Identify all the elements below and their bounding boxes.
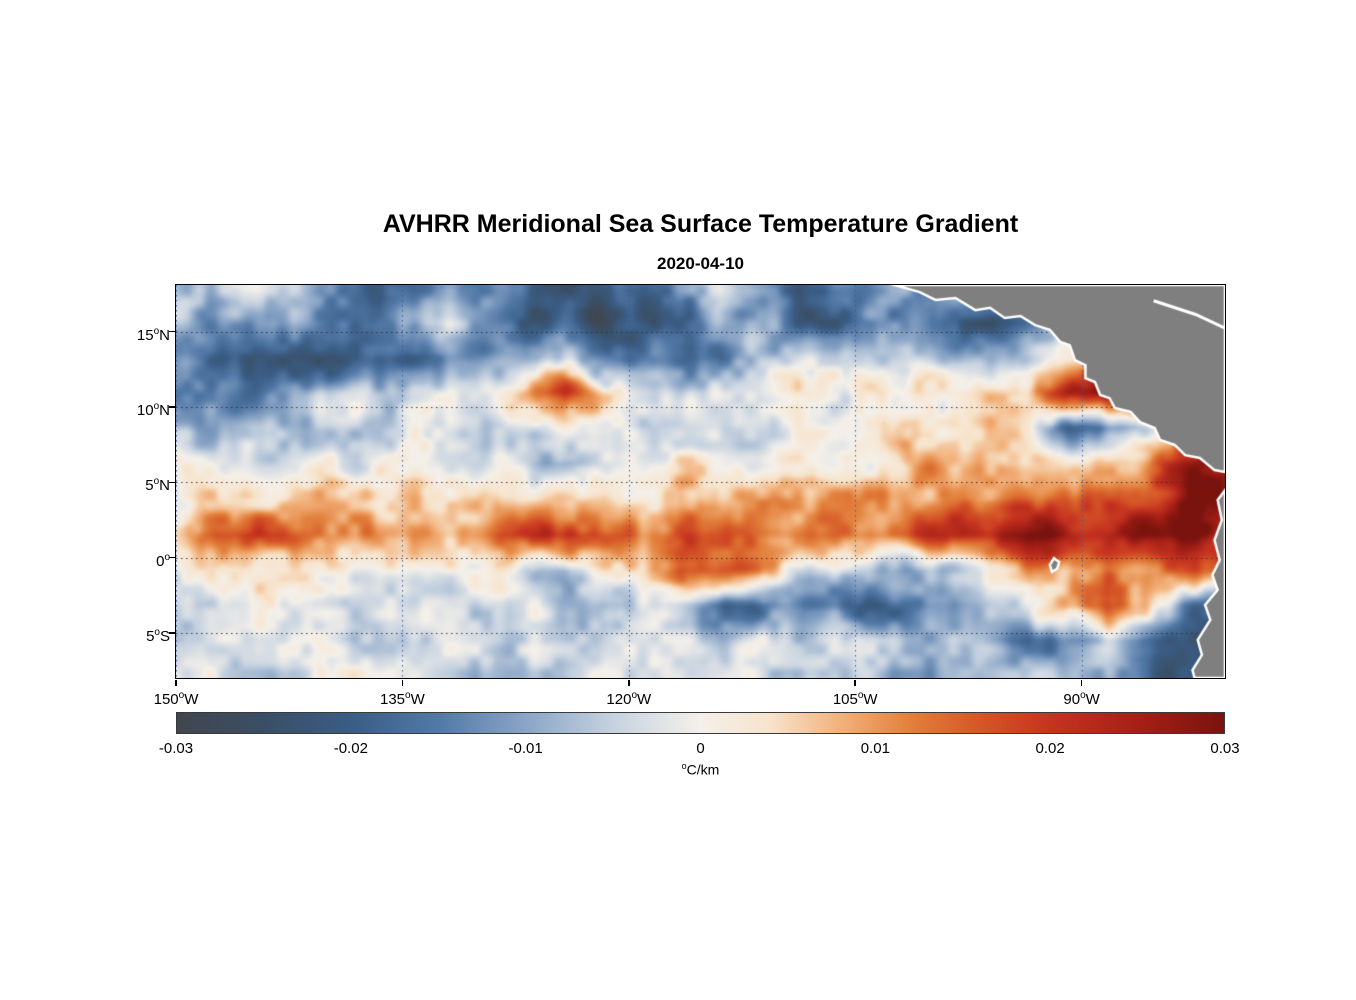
x-axis-tick-label: 105oW bbox=[805, 686, 905, 710]
y-axis-tick-label: 5oN bbox=[86, 472, 170, 496]
axis-tick-mark bbox=[1080, 679, 1083, 686]
x-axis-tick-label: 135oW bbox=[352, 686, 452, 710]
colorbar-unit-text: C/km bbox=[686, 761, 720, 778]
colorbar-tick-label: 0.02 bbox=[1035, 740, 1065, 757]
tick-number: 5 bbox=[145, 477, 154, 495]
tick-number: 5 bbox=[146, 627, 155, 645]
degree-symbol: o bbox=[857, 690, 864, 701]
y-axis-tick-label: 5oS bbox=[86, 623, 170, 647]
y-axis-tick-label: 0o bbox=[86, 548, 170, 572]
chart-title: AVHRR Meridional Sea Surface Temperature… bbox=[382, 210, 1019, 238]
tick-number: 90 bbox=[1063, 691, 1081, 708]
tick-number: 135 bbox=[380, 691, 406, 708]
colorbar-tick-label: 0.03 bbox=[1210, 740, 1240, 757]
axis-tick-mark bbox=[854, 679, 856, 686]
axis-tick-mark bbox=[168, 330, 175, 333]
axis-tick-mark bbox=[168, 632, 175, 634]
tick-number: 0 bbox=[156, 552, 165, 570]
colorbar-tick-label: -0.03 bbox=[158, 740, 194, 757]
y-axis-tick-label: 15oN bbox=[86, 322, 170, 346]
degree-symbol: o bbox=[164, 551, 170, 563]
colorbar bbox=[176, 712, 1225, 734]
colorbar-tick-label: -0.01 bbox=[508, 740, 543, 757]
tick-hemisphere: N bbox=[159, 326, 170, 344]
degree-symbol: o bbox=[681, 761, 687, 771]
degree-symbol: o bbox=[153, 476, 160, 488]
degree-symbol: o bbox=[631, 690, 637, 701]
tick-number: 105 bbox=[832, 691, 858, 708]
tick-number: 120 bbox=[606, 691, 632, 708]
sst-gradient-heatmap-canvas bbox=[175, 284, 1225, 678]
map-plot-area bbox=[174, 283, 1226, 679]
x-axis-tick-label: 150oW bbox=[126, 686, 226, 710]
axis-tick-mark bbox=[175, 679, 177, 686]
axis-tick-mark bbox=[168, 556, 175, 559]
colorbar-unit-label: oC/km bbox=[176, 761, 1225, 778]
x-axis-tick-label: 90oW bbox=[1032, 686, 1132, 710]
colorbar-tick-label: 0.01 bbox=[860, 740, 890, 757]
tick-hemisphere: N bbox=[159, 401, 170, 419]
tick-hemisphere: W bbox=[1085, 691, 1100, 708]
degree-symbol: o bbox=[153, 400, 160, 412]
chart-date-subtitle: 2020-04-10 bbox=[657, 254, 744, 273]
tick-hemisphere: N bbox=[159, 477, 170, 495]
tick-hemisphere: W bbox=[184, 691, 199, 708]
tick-hemisphere: W bbox=[410, 691, 425, 708]
axis-tick-mark bbox=[168, 406, 175, 408]
y-axis-tick-label: 10oN bbox=[86, 397, 170, 421]
tick-number: 15 bbox=[136, 326, 154, 344]
axis-tick-mark bbox=[628, 679, 630, 686]
tick-number: 10 bbox=[136, 401, 154, 419]
degree-symbol: o bbox=[178, 690, 185, 701]
tick-hemisphere: S bbox=[159, 627, 170, 645]
colorbar-tick-label: -0.02 bbox=[333, 740, 368, 757]
degree-symbol: o bbox=[405, 690, 411, 701]
tick-hemisphere: W bbox=[863, 691, 878, 708]
degree-symbol: o bbox=[154, 626, 160, 638]
tick-number: 150 bbox=[153, 691, 179, 708]
tick-hemisphere: W bbox=[637, 691, 652, 708]
axis-tick-mark bbox=[401, 679, 404, 686]
degree-symbol: o bbox=[153, 325, 160, 337]
colorbar-tick-label: 0 bbox=[696, 740, 705, 757]
x-axis-tick-label: 120oW bbox=[579, 686, 679, 710]
axis-tick-mark bbox=[168, 481, 175, 483]
degree-symbol: o bbox=[1080, 690, 1086, 701]
